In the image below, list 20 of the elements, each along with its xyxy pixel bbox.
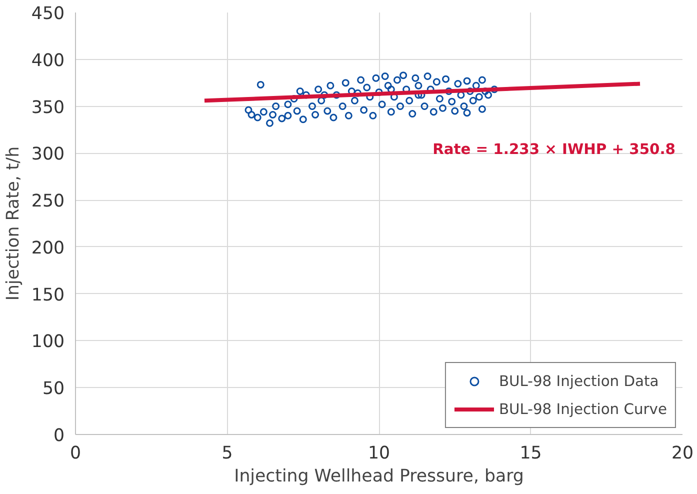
- x-axis-title: Injecting Wellhead Pressure, barg: [234, 466, 524, 486]
- x-tick-label: 0: [70, 444, 82, 464]
- x-tick-label: 15: [520, 444, 542, 464]
- legend-label: BUL-98 Injection Curve: [498, 400, 667, 418]
- y-tick-label: 350: [31, 98, 65, 118]
- y-tick-label: 0: [53, 426, 65, 446]
- y-tick-label: 150: [31, 285, 65, 306]
- y-tick-label: 50: [42, 379, 65, 400]
- y-tick-label: 250: [31, 192, 65, 212]
- legend-label: BUL-98 Injection Data: [498, 372, 659, 390]
- y-tick-label: 400: [31, 50, 65, 71]
- x-tick-label: 20: [671, 444, 694, 464]
- y-tick-label: 300: [31, 144, 65, 165]
- x-tick-label: 10: [368, 444, 390, 464]
- y-tick-label: 100: [31, 332, 65, 352]
- y-tick-label: 200: [31, 238, 65, 258]
- y-axis-title: Injection Rate, t/h: [3, 146, 24, 301]
- y-tick-label: 450: [31, 4, 65, 24]
- x-tick-label: 5: [222, 444, 233, 464]
- annotation: Rate = 1.233 × IWHP + 350.8: [432, 141, 676, 158]
